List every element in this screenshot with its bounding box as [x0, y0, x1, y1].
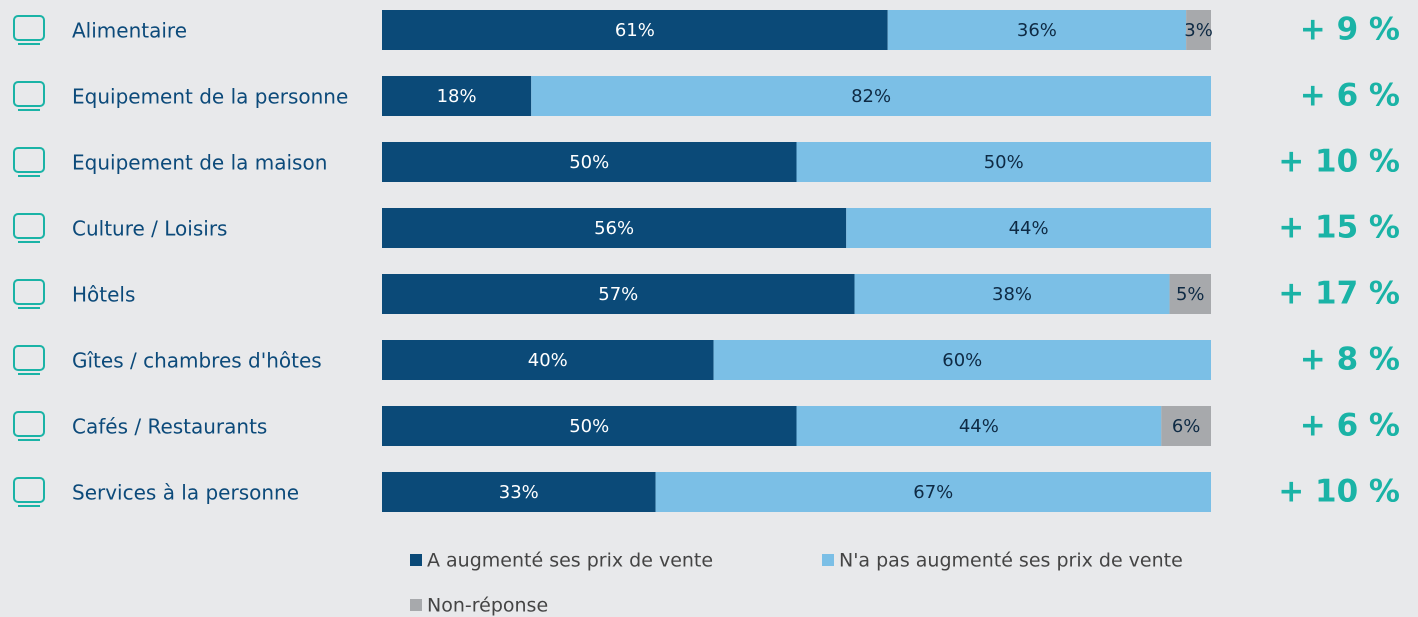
value-label: 50% — [569, 416, 609, 437]
bar-segment — [382, 208, 847, 248]
value-label: 82% — [851, 86, 891, 107]
category-label: Hôtels — [72, 283, 135, 307]
category-label: Alimentaire — [72, 19, 187, 43]
bar-segment — [796, 142, 1211, 182]
value-label: 5% — [1176, 284, 1205, 305]
bar-segment — [382, 142, 797, 182]
annotation: + 17 % — [1278, 276, 1400, 312]
annotation: + 8 % — [1300, 342, 1400, 378]
bar-segment — [382, 274, 855, 314]
value-label: 40% — [528, 350, 568, 371]
value-label: 36% — [1017, 20, 1057, 41]
icon — [13, 147, 45, 173]
value-label: 38% — [992, 284, 1032, 305]
value-label: 57% — [598, 284, 638, 305]
value-label: 61% — [615, 20, 655, 41]
bar-segment — [854, 274, 1170, 314]
bar-segment — [1186, 10, 1211, 50]
annotation: + 10 % — [1278, 474, 1400, 510]
annotation: + 9 % — [1300, 12, 1400, 48]
bar-segment — [1169, 274, 1211, 314]
icon — [13, 15, 45, 41]
legend-swatch — [410, 554, 422, 566]
bar-segment — [887, 10, 1187, 50]
bar-segment — [531, 76, 1211, 116]
bar-segment — [846, 208, 1211, 248]
icon — [13, 477, 45, 503]
bar-segment — [655, 472, 1211, 512]
value-label: 50% — [984, 152, 1024, 173]
icon — [13, 81, 45, 107]
value-label: 33% — [499, 482, 539, 503]
category-label: Services à la personne — [72, 481, 299, 505]
legend-label: Non-réponse — [427, 595, 548, 617]
icon — [13, 279, 45, 305]
value-label: 60% — [942, 350, 982, 371]
bar-segment — [382, 472, 656, 512]
bar-segment — [382, 10, 888, 50]
category-label: Cafés / Restaurants — [72, 415, 267, 439]
value-label: 50% — [569, 152, 609, 173]
value-label: 6% — [1172, 416, 1201, 437]
bar-segment — [382, 340, 714, 380]
value-label: 56% — [594, 218, 634, 239]
icon — [13, 411, 45, 437]
bar-segment — [713, 340, 1211, 380]
legend-swatch — [822, 554, 834, 566]
annotation: + 6 % — [1300, 78, 1400, 114]
legend-swatch — [410, 599, 422, 611]
bar-segment — [382, 76, 532, 116]
annotation: + 6 % — [1300, 408, 1400, 444]
value-label: 44% — [1009, 218, 1049, 239]
annotation: + 10 % — [1278, 144, 1400, 180]
annotation: + 15 % — [1278, 210, 1400, 246]
category-label: Equipement de la maison — [72, 151, 327, 175]
icon — [13, 213, 45, 239]
value-label: 67% — [913, 482, 953, 503]
category-label: Equipement de la personne — [72, 85, 348, 109]
value-label: 3% — [1184, 20, 1213, 41]
category-label: Culture / Loisirs — [72, 217, 227, 241]
value-label: 18% — [437, 86, 477, 107]
bar-segment — [382, 406, 797, 446]
legend-label: A augmenté ses prix de vente — [427, 550, 713, 572]
bar-segment — [796, 406, 1162, 446]
category-label: Gîtes / chambres d'hôtes — [72, 349, 322, 373]
legend-label: N'a pas augmenté ses prix de vente — [839, 550, 1183, 572]
icon — [13, 345, 45, 371]
value-label: 44% — [959, 416, 999, 437]
bar-segment — [1161, 406, 1211, 446]
